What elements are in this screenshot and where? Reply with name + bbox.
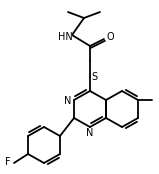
Text: S: S — [91, 72, 97, 82]
Text: N: N — [64, 96, 72, 106]
Text: N: N — [86, 128, 94, 138]
Text: F: F — [5, 157, 11, 167]
Text: O: O — [106, 32, 114, 42]
Text: HN: HN — [58, 32, 72, 42]
